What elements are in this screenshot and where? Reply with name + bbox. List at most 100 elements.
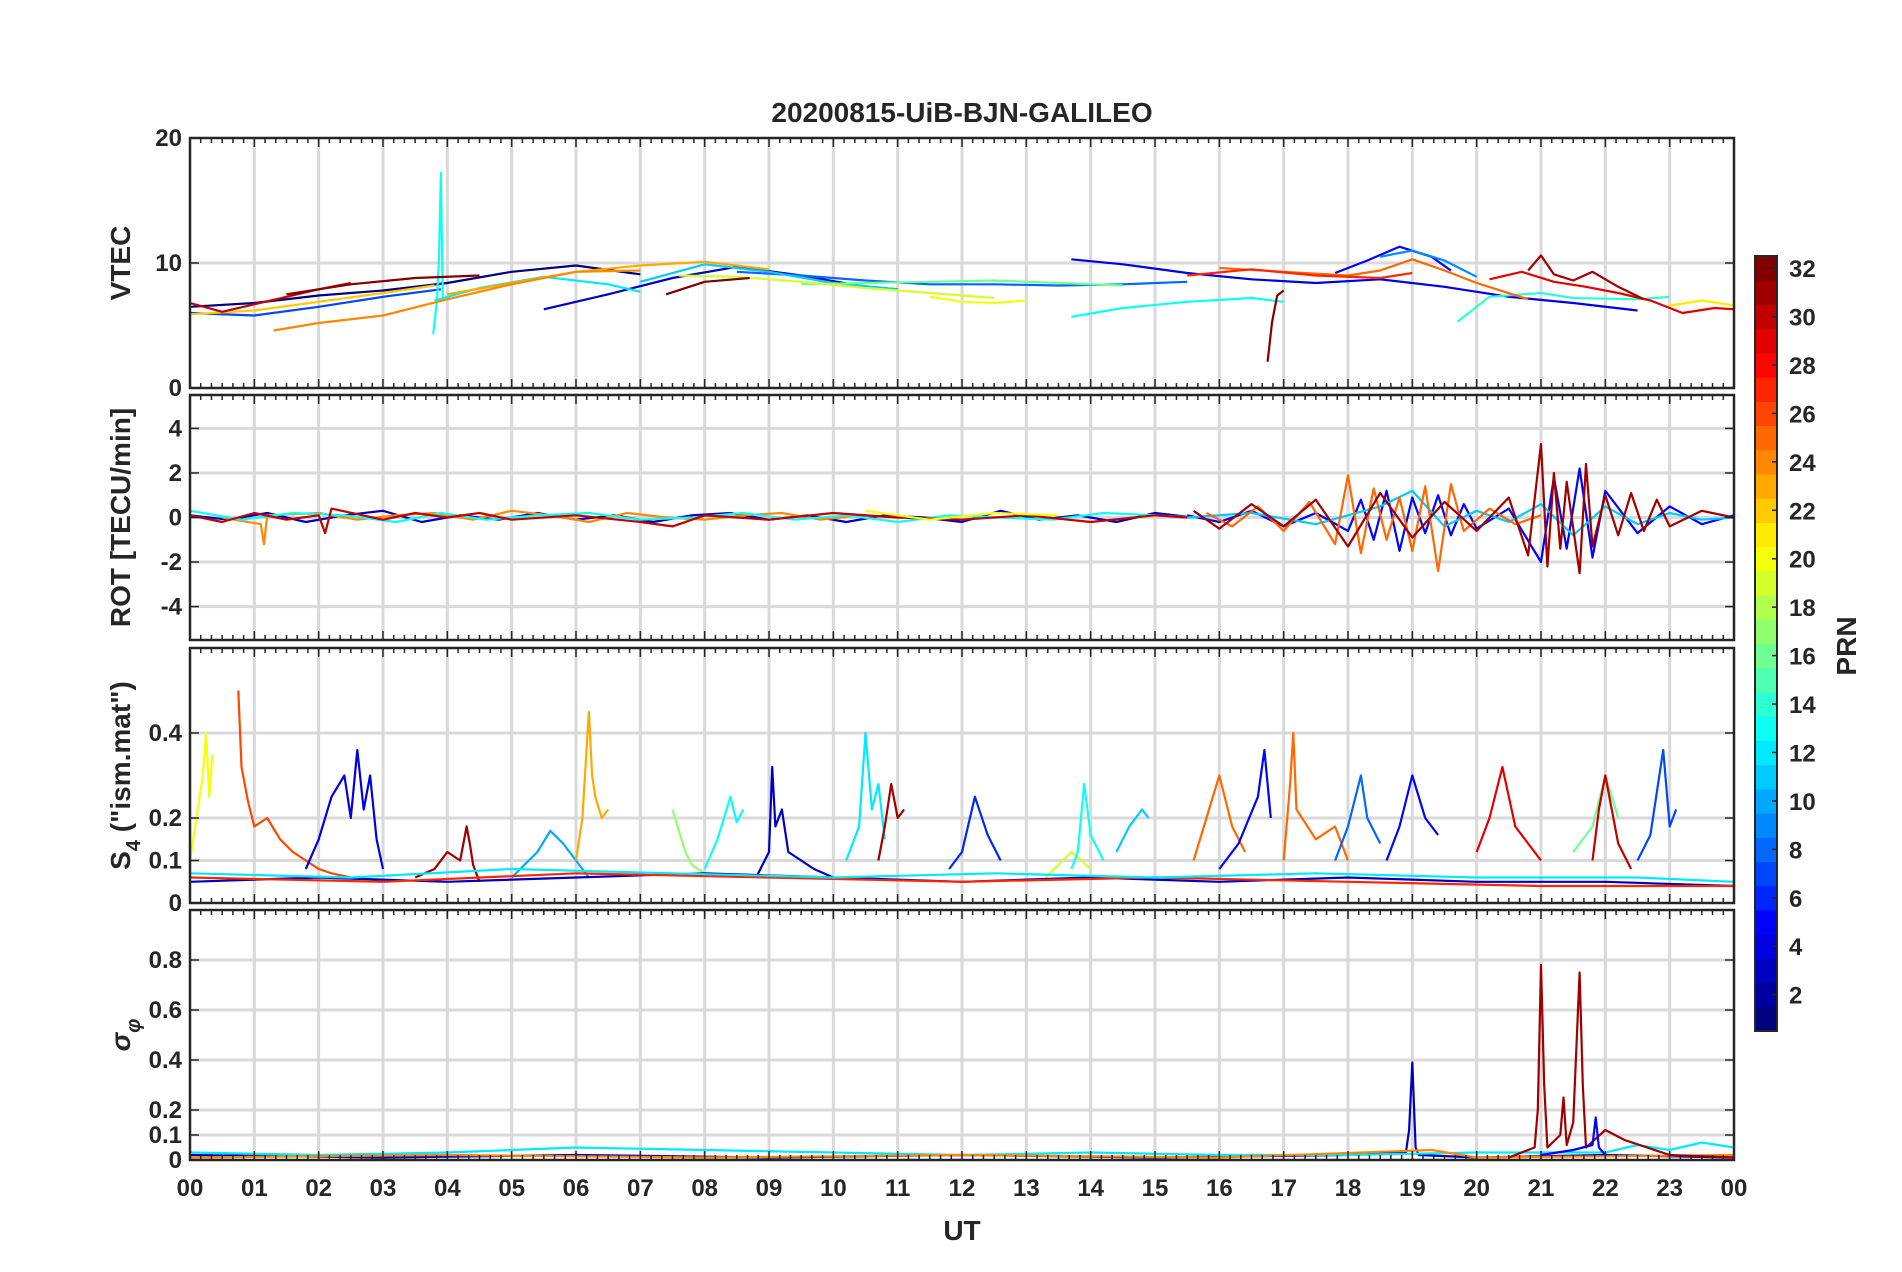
panel-sigma_phi: 00.10.2 0.4 0.6 0.8 σφ	[105, 908, 1736, 1174]
series-prn-32	[665, 276, 750, 296]
colorbar-cell	[1755, 958, 1777, 984]
colorbar-cell	[1755, 352, 1777, 378]
colorbar-tick-label: 6	[1789, 886, 1802, 913]
x-tick-label: 10	[820, 1175, 847, 1202]
series-prn-31	[1508, 963, 1735, 1159]
series-prn-16	[801, 279, 1123, 287]
y-axis-label: ROT [TECU/min]	[105, 408, 136, 627]
series-prn-5	[1334, 245, 1452, 275]
colorbar-cell	[1755, 788, 1777, 814]
colorbar-tick-label: 24	[1789, 450, 1816, 477]
series-prn-25	[1205, 474, 1542, 573]
plot-frame	[188, 646, 1736, 905]
plot-frame	[188, 908, 1736, 1162]
colorbar-cell	[1755, 377, 1777, 402]
panel-vtec: 0 10 20 VTEC	[105, 125, 1736, 402]
y-tick-label: 0.2	[149, 805, 182, 832]
series-prn-11	[1187, 489, 1735, 537]
series-prn-30	[189, 507, 1188, 535]
series-prn-27	[1187, 268, 1413, 280]
y-ticks: -4 -2 0 2 4	[161, 415, 1734, 621]
colorbar-cell	[1755, 667, 1777, 693]
colorbar-frame	[1754, 255, 1778, 1032]
series-prn-19	[678, 274, 995, 300]
series-prn-13	[432, 171, 444, 335]
colorbar-cell	[1755, 909, 1777, 935]
y-axis-label: S4 ("ism.mat")	[105, 681, 145, 870]
colorbar-cell	[1755, 643, 1777, 669]
y-tick-label: 0.4	[149, 720, 183, 747]
colorbar-cell	[1755, 716, 1777, 741]
series-prn-13	[1071, 296, 1284, 318]
panel-s4: 00.10.20.4S4 ("ism.mat")	[105, 646, 1736, 917]
x-tick-labels: 00 01 02 03 04 05 06 07 08 09 10 11 12 13 14 15 16 17 18 19…	[177, 1175, 1748, 1202]
series-prn-10	[510, 829, 590, 879]
series-prn-3	[755, 765, 834, 879]
series-prn-20	[865, 509, 1059, 521]
colorbar-tick-label: 10	[1789, 789, 1816, 816]
y-tick-label: -4	[161, 594, 183, 621]
y-tick-label: 0.6	[149, 997, 182, 1024]
series-prn-13	[703, 795, 745, 870]
x-axis-label: UT	[943, 1215, 980, 1246]
y-tick-label: 0	[169, 505, 182, 532]
series-prn-4	[1071, 258, 1638, 312]
y-ticks: 0 0.1 0.2 0.4	[149, 720, 1734, 917]
x-tick-label: 07	[627, 1175, 654, 1202]
y-axis-label-main: S	[105, 851, 136, 870]
y-axis-label: VTEC	[105, 226, 136, 301]
y-tick-label: 2	[169, 460, 182, 487]
colorbar-tick-label: 26	[1789, 401, 1816, 428]
colorbar-cell	[1755, 449, 1777, 475]
colorbar-tick-label: 22	[1789, 498, 1816, 525]
colorbar-cell	[1755, 740, 1777, 766]
x-tick-label: 09	[756, 1175, 783, 1202]
x-tick-label: 15	[1142, 1175, 1169, 1202]
x-tick-label: 03	[370, 1175, 397, 1202]
colorbar-cell	[1755, 619, 1777, 645]
colorbar-tick-label: 20	[1789, 547, 1816, 574]
colorbar-tick-label: 28	[1789, 353, 1816, 380]
x-tick-label: 00	[177, 1175, 204, 1202]
colorbar-tick-label: 18	[1789, 595, 1816, 622]
series-prn-31	[414, 825, 481, 883]
panel-rot: -4 -2 0 2 4 ROT [TECU/min]	[105, 393, 1736, 642]
x-tick-label: 02	[305, 1175, 332, 1202]
colorbar-cell	[1755, 280, 1777, 306]
colorbar-cell	[1755, 473, 1777, 499]
series-prn-26	[237, 690, 352, 879]
x-tick-label: 13	[1013, 1175, 1040, 1202]
y-tick-label: 0.1	[149, 848, 182, 875]
series-prn-27	[189, 872, 1734, 888]
colorbar-cell	[1755, 982, 1777, 1008]
x-tick-label: 12	[949, 1175, 976, 1202]
x-tick-label: 14	[1077, 1175, 1104, 1202]
colorbar-tick-label: 12	[1789, 740, 1816, 767]
series-prn-22	[189, 284, 435, 316]
colorbar-tick-label: 8	[1789, 837, 1802, 864]
colorbar-cell	[1755, 256, 1777, 281]
series-prn-12	[845, 731, 886, 861]
series-prn-25	[1192, 774, 1247, 861]
colorbar-cell	[1755, 934, 1777, 959]
series-prn-31	[1527, 254, 1645, 301]
y-tick-label: 10	[155, 250, 182, 277]
colorbar-tick-label: 32	[1789, 256, 1816, 283]
y-axis-label-rest: ("ism.mat")	[105, 681, 136, 840]
series-prn-31	[1192, 442, 1735, 575]
x-tick-label: 05	[498, 1175, 525, 1202]
x-tick-label: 04	[434, 1175, 461, 1202]
x-tick-label: 01	[241, 1175, 268, 1202]
series-prn-25	[1282, 731, 1350, 861]
x-tick-label: 20	[1463, 1175, 1490, 1202]
y-tick-label: 0	[169, 375, 182, 402]
series-prn-17	[671, 809, 706, 875]
series-prn-24	[273, 269, 641, 332]
plot-frame	[188, 393, 1736, 642]
series-group	[188, 690, 1735, 888]
series-prn-8	[1334, 774, 1382, 861]
colorbar-cell	[1755, 764, 1777, 790]
x-tick-label: 11	[885, 1175, 910, 1202]
